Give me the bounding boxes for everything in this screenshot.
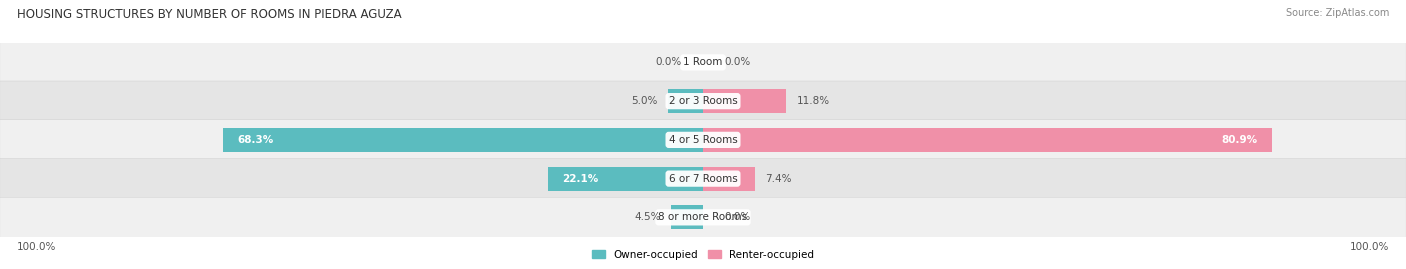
Bar	[703, 89, 786, 113]
Text: 7.4%: 7.4%	[765, 174, 792, 184]
Text: 68.3%: 68.3%	[236, 135, 273, 145]
Text: 0.0%: 0.0%	[724, 212, 751, 222]
Bar	[703, 128, 1272, 152]
Text: 1 Room: 1 Room	[683, 57, 723, 68]
Text: HOUSING STRUCTURES BY NUMBER OF ROOMS IN PIEDRA AGUZA: HOUSING STRUCTURES BY NUMBER OF ROOMS IN…	[17, 8, 402, 21]
Bar	[668, 89, 703, 113]
Text: 0.0%: 0.0%	[724, 57, 751, 68]
FancyBboxPatch shape	[0, 158, 1406, 199]
Text: 5.0%: 5.0%	[631, 96, 657, 106]
FancyBboxPatch shape	[0, 197, 1406, 238]
Text: 0.0%: 0.0%	[655, 57, 682, 68]
Text: 22.1%: 22.1%	[562, 174, 598, 184]
Legend: Owner-occupied, Renter-occupied: Owner-occupied, Renter-occupied	[588, 245, 818, 264]
Bar	[222, 128, 703, 152]
FancyBboxPatch shape	[0, 42, 1406, 83]
FancyBboxPatch shape	[0, 120, 1406, 160]
Text: 4.5%: 4.5%	[634, 212, 661, 222]
FancyBboxPatch shape	[0, 81, 1406, 121]
Text: 80.9%: 80.9%	[1222, 135, 1257, 145]
Text: 4 or 5 Rooms: 4 or 5 Rooms	[669, 135, 737, 145]
Bar	[547, 167, 703, 191]
Text: 100.0%: 100.0%	[17, 242, 56, 252]
Text: Source: ZipAtlas.com: Source: ZipAtlas.com	[1285, 8, 1389, 18]
Bar	[703, 167, 755, 191]
Text: 11.8%: 11.8%	[796, 96, 830, 106]
Text: 2 or 3 Rooms: 2 or 3 Rooms	[669, 96, 737, 106]
Text: 6 or 7 Rooms: 6 or 7 Rooms	[669, 174, 737, 184]
Text: 100.0%: 100.0%	[1350, 242, 1389, 252]
Text: 8 or more Rooms: 8 or more Rooms	[658, 212, 748, 222]
Bar	[672, 205, 703, 229]
